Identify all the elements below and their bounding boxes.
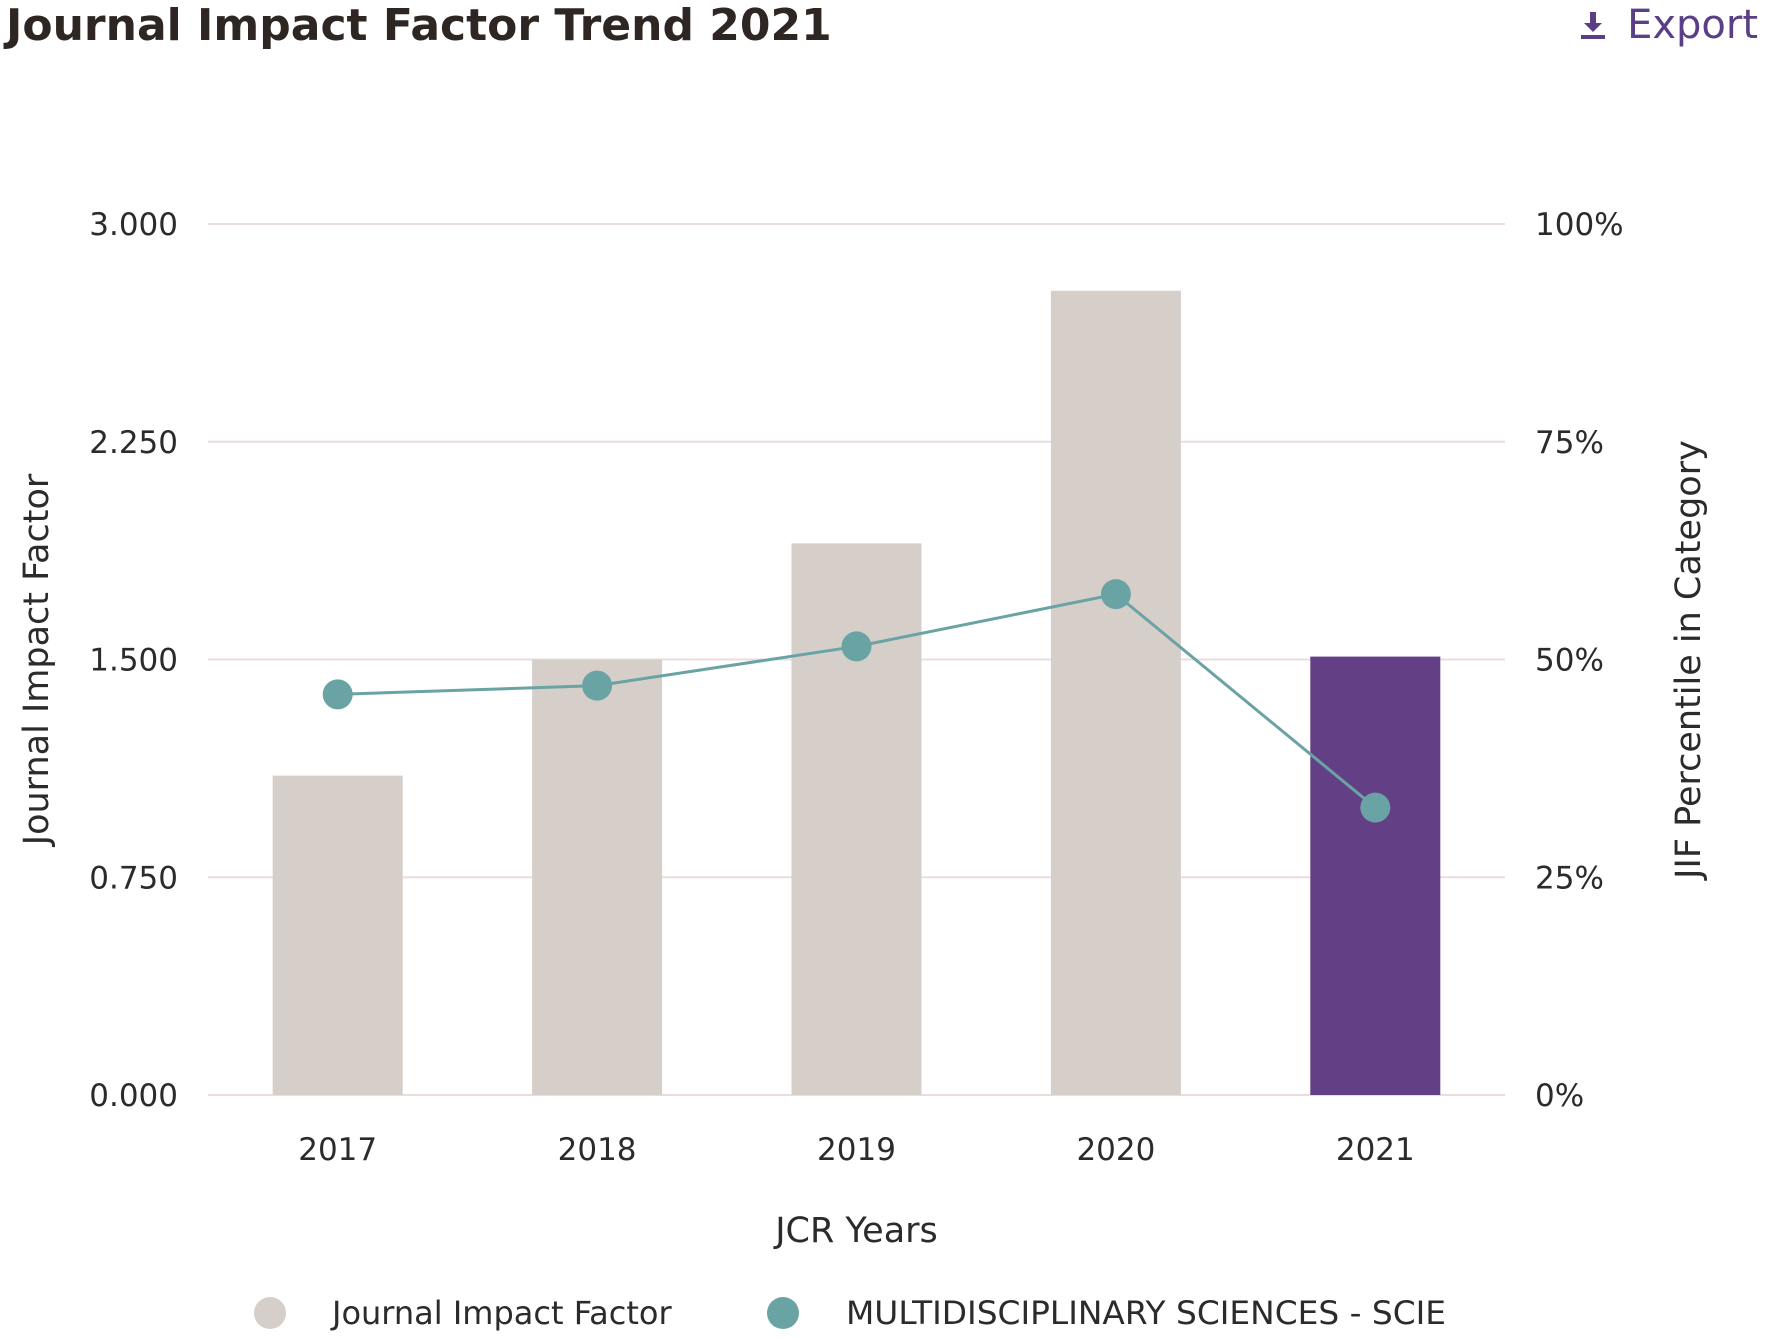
y-tick-label: 2.250 <box>89 425 178 461</box>
bar <box>532 659 663 1095</box>
legend-swatch-bars <box>254 1297 286 1329</box>
line-point <box>322 679 353 710</box>
legend-label-line: MULTIDISCIPLINARY SCIENCES - SCIE <box>846 1294 1446 1332</box>
y-right-tick-label: 100% <box>1535 207 1624 243</box>
x-tick-label: 2019 <box>817 1132 896 1168</box>
y-tick-label: 3.000 <box>89 207 178 243</box>
x-tick-label: 2020 <box>1076 1132 1155 1168</box>
y-tick-label: 1.500 <box>89 643 178 679</box>
page-title: Journal Impact Factor Trend 2021 <box>6 0 832 51</box>
x-tick-label: 2018 <box>558 1132 637 1168</box>
line-point <box>841 631 872 662</box>
y-right-tick-label: 75% <box>1535 425 1604 461</box>
bar <box>1310 656 1441 1095</box>
line-point <box>1100 579 1131 610</box>
y-tick-label: 0.000 <box>89 1078 178 1114</box>
y-tick-label: 0.750 <box>89 860 178 896</box>
download-icon <box>1579 10 1607 40</box>
y-right-tick-label: 25% <box>1535 860 1604 896</box>
line-point <box>582 670 613 701</box>
line-point <box>1360 792 1391 823</box>
bar <box>272 775 403 1095</box>
y-right-axis-title: JIF Percentile in Category <box>1669 440 1709 881</box>
legend-label-bars: Journal Impact Factor <box>330 1294 672 1332</box>
legend-swatch-line <box>767 1297 799 1329</box>
y-right-tick-label: 0% <box>1535 1078 1584 1114</box>
export-button[interactable]: Export <box>1579 2 1758 48</box>
x-tick-label: 2017 <box>298 1132 377 1168</box>
x-tick-label: 2021 <box>1336 1132 1415 1168</box>
y-axis-title: Journal Impact Factor <box>17 473 57 847</box>
bar <box>1050 290 1181 1095</box>
export-label: Export <box>1627 2 1758 48</box>
y-right-tick-label: 50% <box>1535 643 1604 679</box>
bar <box>791 543 922 1095</box>
x-axis-title: JCR Years <box>773 1211 938 1251</box>
